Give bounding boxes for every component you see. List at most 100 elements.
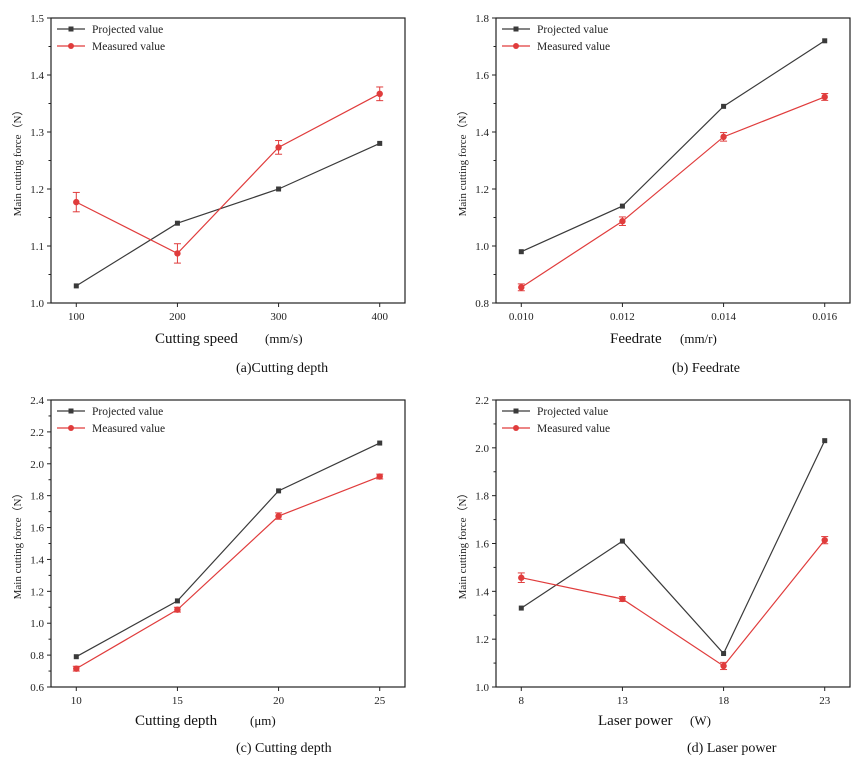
panel-caption: (c) Cutting depth (236, 741, 332, 756)
x-tick-label: 0.012 (610, 311, 635, 323)
x-tick-label: 400 (371, 311, 388, 323)
data-point-measured (821, 536, 828, 544)
data-point-measured (275, 512, 282, 520)
y-tick-label: 1.2 (475, 634, 489, 646)
y-tick-label: 1.0 (30, 298, 44, 310)
series-line-projected (521, 40, 826, 253)
data-point-projected (721, 651, 727, 657)
legend-circle-marker-icon (513, 43, 519, 49)
y-tick-label: 1.8 (475, 491, 489, 503)
series-line-measured (76, 93, 380, 255)
x-tick-label: 25 (374, 695, 386, 707)
legend-square-marker-icon (68, 26, 74, 32)
y-tick-label: 1.6 (475, 539, 489, 551)
x-axis-unit: (μm) (250, 713, 276, 728)
y-tick-label: 2.2 (30, 427, 44, 439)
x-tick-label: 8 (519, 695, 525, 707)
y-axis-label: Main cutting force（N） (456, 105, 469, 217)
data-point-projected (518, 605, 524, 611)
x-axis-label: Cutting speed (155, 331, 238, 347)
panel-caption: (b) Feedrate (672, 361, 740, 376)
series-line-measured (75, 475, 380, 670)
chart-panel-a: 1.0 1.1 1.2 1.3 1.4 1.5 100 200 300 400 Main cutti… (11, 13, 406, 376)
y-tick-label: 1.6 (30, 523, 44, 535)
y-tick-label: 1.1 (30, 241, 44, 253)
y-tick-label: 1.3 (30, 127, 44, 139)
x-axis-unit: (mm/r) (680, 331, 717, 346)
data-point-measured (73, 198, 80, 206)
plot-frame (50, 17, 406, 304)
x-axis-label: Feedrate (610, 331, 662, 347)
data-point-projected (174, 598, 180, 604)
y-axis-label: Main cutting force（N） (456, 488, 469, 600)
legend-label: Projected value (537, 24, 608, 36)
x-tick-label: 0.014 (711, 311, 736, 323)
data-point-projected (518, 249, 524, 255)
y-tick-label: 1.5 (30, 13, 44, 25)
y-tick-label: 1.2 (30, 184, 44, 196)
data-point-measured (73, 665, 80, 672)
x-tick-label: 200 (169, 311, 186, 323)
plot-frame (50, 399, 406, 688)
y-tick-label: 2.2 (475, 395, 489, 407)
panel-caption: (a)Cutting depth (236, 361, 328, 376)
y-tick-label: 1.0 (30, 618, 44, 630)
x-tick-label: 300 (270, 311, 287, 323)
y-tick-label: 0.8 (30, 650, 44, 662)
x-axis-unit: (W) (690, 713, 711, 728)
x-tick-label: 0.016 (812, 311, 837, 323)
data-point-measured (619, 218, 626, 225)
data-point-measured (518, 574, 525, 581)
y-axis-label: Main cutting force（N） (11, 105, 24, 217)
x-tick-label: 13 (617, 695, 629, 707)
y-tick-label: 2.0 (475, 443, 489, 455)
data-point-measured (174, 606, 181, 613)
data-point-projected (174, 220, 180, 226)
legend-label: Projected value (92, 24, 163, 36)
data-point-measured (720, 133, 727, 141)
x-axis-unit: (mm/s) (265, 331, 303, 346)
y-tick-label: 0.8 (475, 298, 489, 310)
legend-label: Projected value (537, 406, 608, 418)
data-point-projected (377, 440, 383, 446)
legend-circle-marker-icon (513, 425, 519, 431)
chart-panel-c: 0.6 0.8 1.0 1.2 1.4 1.6 1.8 2.0 2.2 2.4 10 15 20 25 Ma… (11, 395, 406, 756)
y-tick-label: 1.4 (475, 586, 489, 598)
legend-label: Projected value (92, 406, 163, 418)
x-tick-label: 20 (273, 695, 285, 707)
data-point-measured (720, 662, 727, 670)
data-point-projected (822, 38, 828, 44)
legend-label: Measured value (537, 41, 610, 53)
y-tick-label: 1.4 (30, 70, 44, 82)
x-tick-label: 15 (172, 695, 184, 707)
x-tick-label: 0.010 (509, 311, 534, 323)
y-tick-label: 1.0 (475, 682, 489, 694)
data-point-measured (821, 93, 828, 101)
x-tick-label: 10 (71, 695, 83, 707)
y-tick-label: 1.8 (475, 13, 489, 25)
y-tick-label: 1.4 (475, 127, 489, 139)
x-tick-label: 23 (819, 695, 831, 707)
series-line-projected (75, 142, 380, 287)
data-point-measured (619, 595, 626, 603)
data-point-projected (276, 186, 282, 192)
y-tick-label: 2.4 (30, 395, 44, 407)
plot-frame (495, 399, 851, 688)
x-tick-label: 18 (718, 695, 730, 707)
data-point-projected (721, 103, 727, 109)
data-point-projected (276, 488, 282, 494)
legend-square-marker-icon (68, 408, 74, 414)
y-tick-label: 0.6 (30, 682, 44, 694)
y-tick-label: 1.6 (475, 70, 489, 82)
data-point-measured (518, 284, 525, 291)
series-line-projected (75, 442, 380, 658)
data-point-measured (275, 144, 282, 151)
y-tick-label: 1.2 (30, 586, 44, 598)
data-point-projected (822, 438, 828, 444)
x-tick-label: 100 (68, 311, 85, 323)
data-point-projected (73, 654, 79, 660)
data-point-projected (73, 283, 79, 289)
panel-caption: (d) Laser power (687, 741, 777, 756)
y-tick-label: 1.8 (30, 491, 44, 503)
data-point-projected (377, 140, 383, 146)
